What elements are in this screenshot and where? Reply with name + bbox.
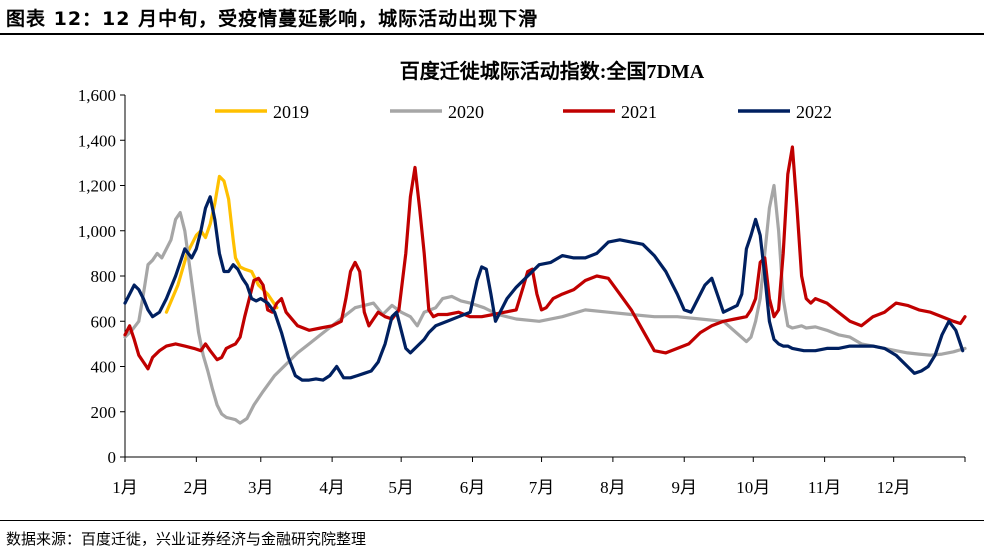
x-tick-label: 5月 xyxy=(388,478,414,497)
y-tick-label: 1,000 xyxy=(78,222,116,241)
y-tick-label: 800 xyxy=(91,267,117,286)
x-tick-label: 11月 xyxy=(808,478,841,497)
y-tick-label: 400 xyxy=(91,358,117,377)
series-line-2021 xyxy=(123,145,967,371)
x-tick-label: 9月 xyxy=(671,478,697,497)
y-tick-label: 1,400 xyxy=(78,131,116,150)
axes: 0 200 400 600 800 1,000 1,200 1,400 1,600 1月 2月 3月 4… xyxy=(78,86,966,497)
y-tick-label: 600 xyxy=(91,312,117,331)
x-tick-label: 8月 xyxy=(600,478,626,497)
chart-title: 百度迁徙城际活动指数:全国7DMA xyxy=(400,59,705,83)
series-line-2019 xyxy=(164,174,279,314)
legend-label-2019: 2019 xyxy=(273,102,309,122)
series-layer xyxy=(123,145,967,425)
legend-label-2020: 2020 xyxy=(448,102,484,122)
y-tick-label: 0 xyxy=(108,448,117,467)
caption-rule xyxy=(0,33,984,35)
series-line-2022 xyxy=(123,195,965,382)
x-tick-label: 2月 xyxy=(184,478,210,497)
footer-rule xyxy=(0,520,984,521)
x-tick-label: 1月 xyxy=(112,478,138,497)
x-tick-label: 7月 xyxy=(529,478,555,497)
y-tick-label: 1,200 xyxy=(78,177,116,196)
x-tick-label: 6月 xyxy=(460,478,486,497)
legend: 2019 2020 2021 2022 xyxy=(215,102,832,122)
y-tick-label: 1,600 xyxy=(78,86,116,105)
x-tick-label: 12月 xyxy=(877,478,911,497)
x-tick-label: 3月 xyxy=(248,478,274,497)
figure-caption: 图表 12：12 月中旬，受疫情蔓延影响，城际活动出现下滑 xyxy=(6,8,539,30)
series-line-2020 xyxy=(123,183,967,425)
legend-label-2021: 2021 xyxy=(621,102,657,122)
line-chart: 百度迁徙城际活动指数:全国7DMA 2019 2020 2021 2022 0 200 4… xyxy=(78,59,967,497)
x-tick-label: 4月 xyxy=(319,478,345,497)
legend-label-2022: 2022 xyxy=(796,102,832,122)
source-note: 数据来源：百度迁徙，兴业证券经济与金融研究院整理 xyxy=(6,530,367,548)
y-tick-label: 200 xyxy=(91,403,117,422)
x-tick-label: 10月 xyxy=(736,478,770,497)
